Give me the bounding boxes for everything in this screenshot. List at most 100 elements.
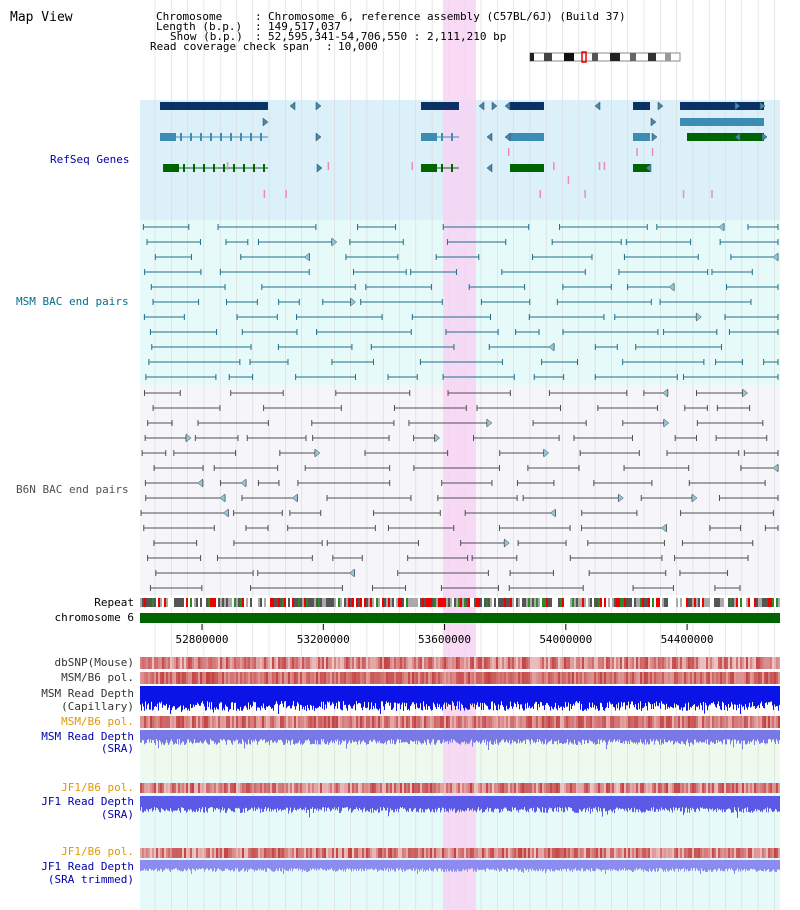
jf1-b6-pol-track-1: [330, 783, 332, 793]
jf1-read-depth-trimmed: [476, 860, 477, 872]
msm-b6-pol-track-1: [258, 672, 260, 684]
jf1-b6-pol-track-2: [286, 848, 288, 858]
jf1-read-depth-sra: [326, 796, 327, 812]
msm-read-depth-capillary: [261, 686, 262, 706]
msm-read-depth-sra: [202, 730, 203, 744]
msm-read-depth-capillary: [527, 686, 528, 703]
jf1-read-depth-sra: [212, 796, 213, 808]
msm-b6-pol-track-2: [522, 716, 524, 728]
jf1-read-depth-sra: [477, 796, 478, 810]
jf1-read-depth-sra: [609, 796, 610, 811]
jf1-read-depth-sra: [377, 796, 378, 809]
msm-b6-pol-track-2: [506, 716, 508, 728]
b6n-bac-pair-arrow: [185, 433, 192, 443]
jf1-read-depth-sra: [408, 796, 409, 812]
msm-b6-pol-track-2: [344, 716, 346, 728]
msm-b6-pol-track-1: [140, 672, 142, 684]
jf1-read-depth-sra: [733, 796, 734, 813]
jf1-read-depth-sra: [163, 796, 164, 810]
jf1-read-depth-sra: [304, 796, 305, 811]
refseq-gene-exon: [233, 164, 235, 172]
refseq-gene-strand: [759, 101, 766, 111]
jf1-read-depth-sra: [736, 796, 737, 812]
jf1-read-depth-trimmed: [516, 860, 517, 869]
jf1-b6-pol-track-2: [188, 848, 190, 858]
jf1-read-depth-sra: [355, 796, 356, 810]
jf1-read-depth-sra: [502, 796, 503, 812]
msm-b6-pol-track-2: [280, 716, 282, 728]
msm-b6-pol-track-2: [176, 716, 178, 728]
dbsnp-track: [668, 657, 670, 669]
msm-b6-pol-track-1: [294, 672, 296, 684]
jf1-read-depth-sra: [753, 796, 754, 812]
msm-b6-pol-track-2: [512, 716, 514, 728]
msm-read-depth-capillary: [648, 686, 649, 702]
msm-read-depth-sra: [227, 730, 228, 741]
jf1-b6-pol-track-1: [500, 783, 502, 793]
dbsnp-track: [158, 657, 160, 669]
msm-read-depth-sra: [496, 730, 497, 740]
jf1-b6-pol-track-1: [602, 783, 604, 793]
msm-read-depth-sra: [165, 730, 166, 744]
msm-b6-pol-track-2: [604, 716, 606, 728]
msm-read-depth-sra: [156, 730, 157, 740]
jf1-b6-pol-track-2: [492, 848, 494, 858]
msm-read-depth-capillary: [418, 686, 419, 709]
msm-read-depth-sra: [592, 730, 593, 742]
msm-b6-pol-track-2: [328, 716, 330, 728]
jf1-read-depth-trimmed: [480, 860, 481, 870]
repeat-segment: [758, 598, 760, 607]
jf1-read-depth-sra: [607, 796, 608, 815]
dbsnp-track: [666, 657, 668, 669]
msm-read-depth-sra: [707, 730, 708, 740]
jf1-read-depth-trimmed: [456, 860, 457, 872]
jf1-b6-pol-track-1: [486, 783, 488, 793]
msm-b6-pol-track-2: [196, 716, 198, 728]
msm-read-depth-capillary: [608, 686, 609, 709]
msm-b6-pol-track-1: [568, 672, 570, 684]
msm-read-depth-sra: [651, 730, 652, 742]
dbsnp-track: [594, 657, 596, 669]
msm-read-depth-capillary: [154, 686, 155, 707]
msm-read-depth-capillary: [639, 686, 640, 710]
jf1-read-depth-sra: [407, 796, 408, 811]
msm-read-depth-capillary: [469, 686, 470, 710]
jf1-b6-pol-track-2: [638, 848, 640, 858]
jf1-read-depth-trimmed: [190, 860, 191, 871]
repeat-segment: [418, 598, 420, 607]
jf1-b6-pol-track-2: [368, 848, 370, 858]
msm-b6-pol-track-2: [358, 716, 360, 728]
jf1-read-depth-sra: [397, 796, 398, 809]
msm-read-depth-sra: [541, 730, 542, 744]
jf1-read-depth-trimmed: [326, 860, 327, 871]
msm-read-depth-sra: [582, 730, 583, 740]
msm-read-depth-capillary: [507, 686, 508, 710]
msm-read-depth-capillary: [616, 686, 617, 705]
msm-b6-pol-track-1: [502, 672, 504, 684]
dbsnp-track: [606, 657, 608, 669]
jf1-b6-pol-track-1: [730, 783, 732, 793]
msm-read-depth-sra: [773, 730, 774, 740]
jf1-b6-pol-track-2: [632, 848, 634, 858]
msm-read-depth-capillary: [748, 686, 749, 707]
msm-read-depth-sra: [239, 730, 240, 743]
jf1-b6-pol-track-2: [342, 848, 344, 858]
repeat-segment: [234, 598, 236, 607]
jf1-read-depth-trimmed: [177, 860, 178, 871]
msm-read-depth-capillary: [500, 686, 501, 706]
jf1-b6-pol-track-1: [324, 783, 326, 793]
jf1-read-depth-trimmed: [448, 860, 449, 872]
dbsnp-track: [420, 657, 422, 669]
dbsnp-track: [142, 657, 144, 669]
msm-read-depth-sra: [176, 730, 177, 744]
msm-b6-pol-track-1: [286, 672, 288, 684]
msm-read-depth-capillary: [590, 686, 591, 708]
msm-read-depth-sra: [380, 730, 381, 744]
repeat-segment: [526, 598, 528, 607]
msm-b6-pol-track-2: [194, 716, 196, 728]
dbsnp-track: [254, 657, 256, 669]
jf1-read-depth-trimmed: [265, 860, 266, 872]
dbsnp-track: [484, 657, 486, 669]
dbsnp-track: [198, 657, 200, 669]
